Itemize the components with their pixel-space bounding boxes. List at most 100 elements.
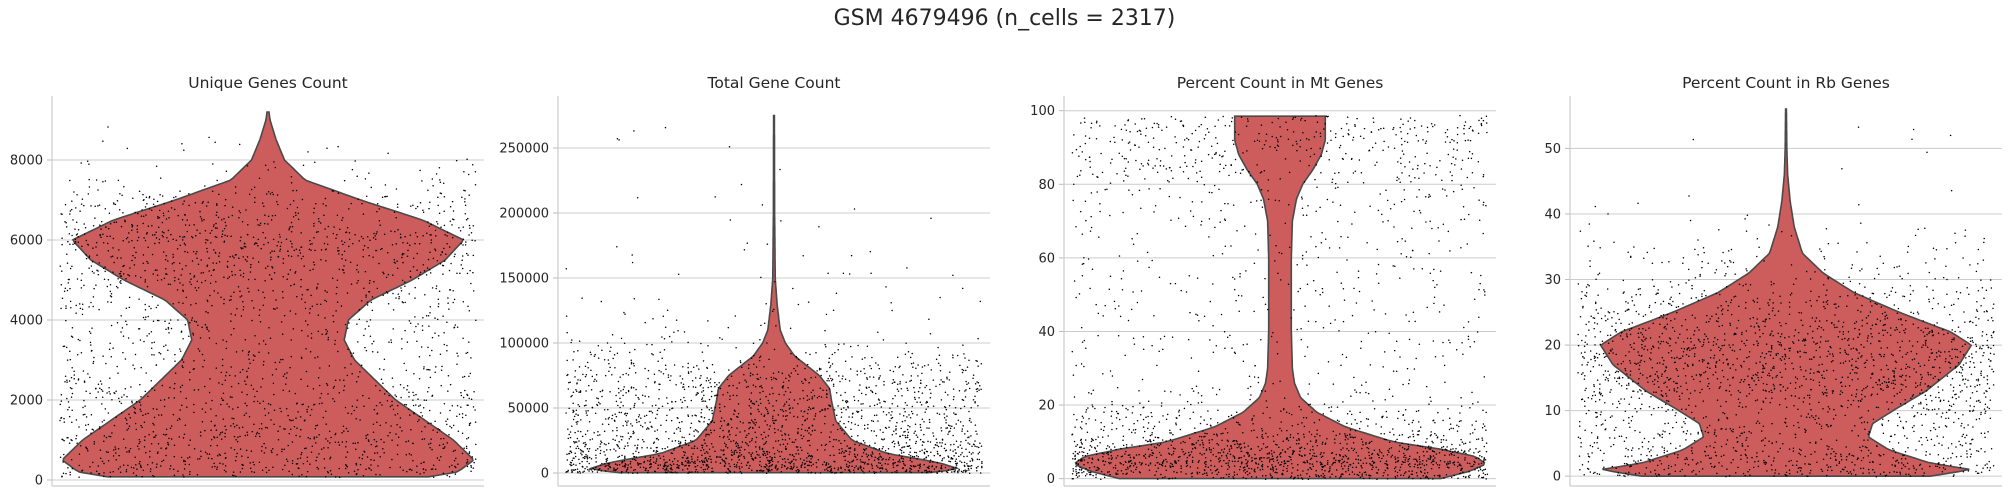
data-point <box>657 438 660 441</box>
data-point <box>595 449 597 451</box>
data-point <box>257 238 260 241</box>
data-point <box>304 320 307 322</box>
data-point <box>336 301 339 303</box>
data-point <box>226 235 229 237</box>
data-point <box>965 470 967 473</box>
data-point <box>658 455 660 457</box>
data-point <box>397 229 399 231</box>
data-point <box>355 473 357 476</box>
data-point <box>630 359 633 361</box>
data-point <box>355 417 357 420</box>
data-point <box>224 221 227 224</box>
data-point <box>291 243 293 245</box>
data-point <box>744 430 746 432</box>
data-point <box>413 394 415 397</box>
data-point <box>68 406 70 409</box>
data-point <box>882 438 884 441</box>
data-point <box>60 394 63 396</box>
data-point <box>670 464 673 467</box>
data-point <box>1392 370 1395 372</box>
data-point <box>971 458 974 461</box>
data-point <box>450 426 453 429</box>
data-point <box>275 299 277 301</box>
data-point <box>269 259 272 261</box>
data-point <box>948 404 951 407</box>
data-point <box>428 325 430 327</box>
data-point <box>67 240 69 243</box>
data-point <box>164 434 166 436</box>
y-tick-label: 0 <box>35 474 43 489</box>
data-point <box>1195 313 1197 315</box>
data-point <box>350 355 353 357</box>
data-point <box>1296 263 1298 266</box>
data-point <box>801 464 803 466</box>
data-point <box>107 278 110 281</box>
data-point <box>307 335 309 337</box>
data-point <box>387 152 389 154</box>
data-point <box>1131 194 1134 196</box>
data-point <box>633 406 635 409</box>
data-point <box>808 464 810 467</box>
data-point <box>129 417 132 419</box>
data-point <box>260 386 262 388</box>
data-point <box>856 374 859 376</box>
data-point <box>872 453 874 455</box>
data-point <box>632 469 635 471</box>
data-point <box>88 256 91 259</box>
data-point <box>641 394 644 396</box>
data-point <box>223 227 226 230</box>
data-point <box>577 420 579 423</box>
data-point <box>569 436 572 439</box>
data-point <box>642 402 644 404</box>
data-point <box>719 427 722 430</box>
data-point <box>791 467 793 469</box>
data-point <box>386 292 389 294</box>
data-point <box>906 267 908 269</box>
data-point <box>1184 441 1186 444</box>
data-point <box>408 320 411 322</box>
data-point <box>88 306 90 308</box>
data-point <box>862 452 865 454</box>
data-point <box>129 267 131 269</box>
data-point <box>157 451 159 453</box>
data-point <box>184 313 186 316</box>
data-point <box>64 375 67 378</box>
data-point <box>686 468 689 470</box>
data-point <box>1327 360 1330 363</box>
data-point <box>628 438 631 440</box>
data-point <box>231 214 234 217</box>
data-point <box>324 317 326 319</box>
data-point <box>173 196 175 199</box>
data-point <box>319 303 322 306</box>
data-point <box>616 464 619 466</box>
data-point <box>1085 409 1088 411</box>
data-point <box>872 420 875 422</box>
data-point <box>90 472 92 474</box>
data-point <box>863 368 865 370</box>
data-point <box>337 350 339 353</box>
data-point <box>399 236 402 239</box>
data-point <box>121 327 124 329</box>
data-point <box>173 279 176 282</box>
data-point <box>210 242 212 244</box>
data-point <box>310 249 312 251</box>
data-point <box>683 436 685 439</box>
data-point <box>236 424 238 426</box>
data-point <box>885 468 887 471</box>
data-point <box>439 412 442 414</box>
data-point <box>955 440 958 443</box>
data-point <box>375 385 377 387</box>
data-point <box>1404 140 1406 143</box>
panel-title: Unique Genes Count <box>188 74 348 92</box>
data-point <box>305 447 307 449</box>
data-point <box>63 439 65 442</box>
data-point <box>154 205 156 208</box>
data-point <box>654 462 657 465</box>
data-point <box>69 213 71 215</box>
data-point <box>423 399 426 401</box>
data-point <box>620 438 623 441</box>
data-point <box>603 443 606 445</box>
data-point <box>151 353 153 356</box>
data-point <box>209 445 212 447</box>
data-point <box>666 397 668 399</box>
